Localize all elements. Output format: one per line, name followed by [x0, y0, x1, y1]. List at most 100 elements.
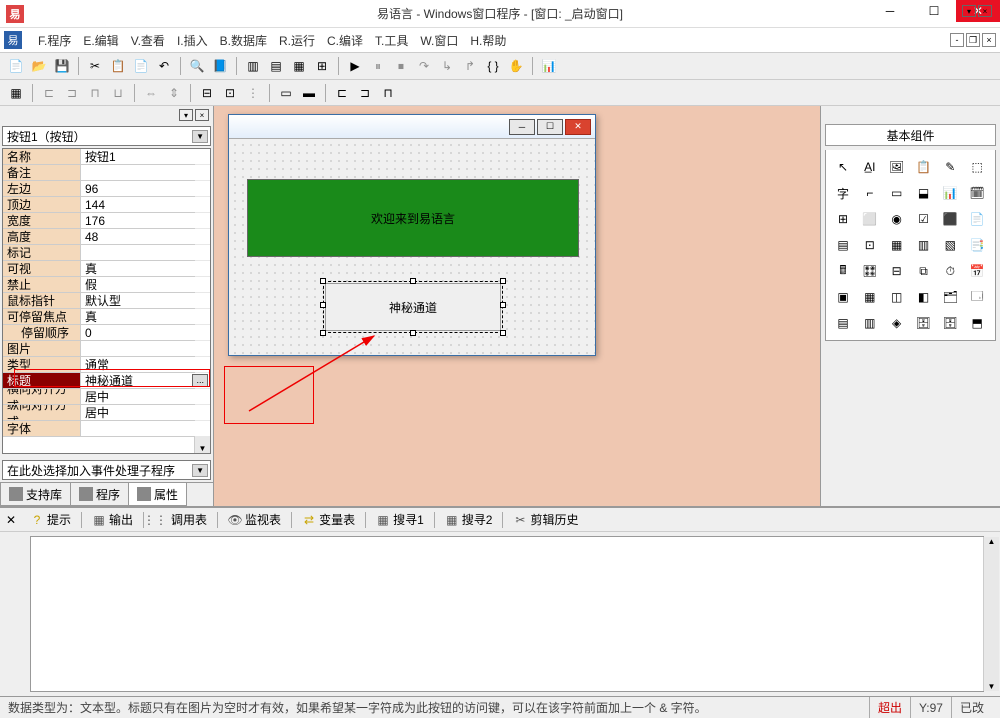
undo-icon[interactable]: ↶: [154, 56, 174, 76]
property-row[interactable]: 字体: [3, 421, 210, 437]
property-row[interactable]: 名称按钮1: [3, 149, 210, 165]
bottom-tab[interactable]: ?提示: [24, 509, 77, 530]
event-combo[interactable]: 在此处选择加入事件处理子程序: [2, 460, 211, 480]
bottom-tab[interactable]: ▦搜寻2: [439, 509, 499, 530]
component-item[interactable]: 📑: [966, 234, 988, 256]
component-item[interactable]: ⬚: [966, 156, 988, 178]
property-value[interactable]: 96: [81, 181, 210, 196]
component-item[interactable]: ▭: [886, 182, 908, 204]
component-item[interactable]: 🎛: [859, 260, 881, 282]
stepout-icon[interactable]: ↱: [460, 56, 480, 76]
component-item[interactable]: ◈: [886, 312, 908, 334]
stepover-icon[interactable]: ↷: [414, 56, 434, 76]
mdi-min[interactable]: -: [950, 33, 964, 47]
component-item[interactable]: ⬒: [966, 312, 988, 334]
align3-icon[interactable]: ⊓: [85, 83, 105, 103]
find-icon[interactable]: 🔍: [187, 56, 207, 76]
component-item[interactable]: 🗄: [913, 312, 935, 334]
sel-handle[interactable]: [500, 302, 506, 308]
component-item[interactable]: 📅: [966, 260, 988, 282]
sel-handle[interactable]: [320, 302, 326, 308]
property-value[interactable]: 0: [81, 325, 210, 340]
stop-icon[interactable]: ⏹: [391, 56, 411, 76]
property-row[interactable]: 鼠标指针默认型: [3, 293, 210, 309]
component-item[interactable]: ▣: [832, 286, 854, 308]
property-value[interactable]: [81, 245, 210, 260]
component-item[interactable]: 🗓: [966, 182, 988, 204]
panel3-icon[interactable]: ▦: [289, 56, 309, 76]
l3-icon[interactable]: ⊓: [378, 83, 398, 103]
menu-window[interactable]: W.窗口: [414, 32, 464, 49]
centerh-icon[interactable]: ⊟: [197, 83, 217, 103]
component-item[interactable]: 字: [832, 182, 854, 204]
property-row[interactable]: 标记: [3, 245, 210, 261]
property-value[interactable]: [81, 165, 210, 180]
grid-icon[interactable]: ▦: [6, 83, 26, 103]
minimize-button[interactable]: ─: [868, 0, 912, 22]
component-item[interactable]: 🖩: [832, 260, 854, 282]
component-item[interactable]: ↖: [832, 156, 854, 178]
menu-program[interactable]: F.程序: [32, 32, 77, 49]
new-icon[interactable]: 📄: [6, 56, 26, 76]
component-item[interactable]: ⊞: [832, 208, 854, 230]
property-grid[interactable]: 名称按钮1备注左边96顶边144宽度176高度48标记可视真禁止假鼠标指针默认型…: [2, 148, 211, 454]
save-icon[interactable]: 💾: [52, 56, 72, 76]
size1-icon[interactable]: ⇔: [141, 83, 161, 103]
design-window-body[interactable]: 欢迎来到易语言 神秘通道: [229, 139, 595, 355]
menu-database[interactable]: B.数据库: [214, 32, 273, 49]
bottom-tab[interactable]: ⋮⋮⋮调用表: [148, 509, 213, 530]
property-row[interactable]: 图片: [3, 341, 210, 357]
bottom-tab[interactable]: ▦搜寻1: [370, 509, 430, 530]
component-item[interactable]: ⬛: [939, 208, 961, 230]
menu-insert[interactable]: I.插入: [171, 32, 214, 49]
align2-icon[interactable]: ⊐: [62, 83, 82, 103]
left-tab[interactable]: 属性: [128, 483, 187, 506]
property-value[interactable]: 默认型: [81, 293, 210, 308]
component-item[interactable]: 🗂: [939, 286, 961, 308]
component-item[interactable]: A̲I: [859, 156, 881, 178]
object-combo[interactable]: 按钮1（按钮）: [2, 126, 211, 146]
property-value[interactable]: 真: [81, 261, 210, 276]
menu-compile[interactable]: C.编译: [321, 32, 369, 49]
panel4-icon[interactable]: ⊞: [312, 56, 332, 76]
book-icon[interactable]: 📘: [210, 56, 230, 76]
property-value[interactable]: 按钮1: [81, 149, 210, 164]
left-tab[interactable]: 支持库: [0, 483, 71, 506]
sel-handle[interactable]: [410, 330, 416, 336]
centerv-icon[interactable]: ⊡: [220, 83, 240, 103]
break-icon[interactable]: { }: [483, 56, 503, 76]
component-item[interactable]: ⊟: [886, 260, 908, 282]
property-value[interactable]: 假: [81, 277, 210, 292]
left-tab[interactable]: 程序: [70, 483, 129, 506]
chart-icon[interactable]: 📊: [539, 56, 559, 76]
stepin-icon[interactable]: ↳: [437, 56, 457, 76]
component-item[interactable]: ◧: [913, 286, 935, 308]
menu-run[interactable]: R.运行: [273, 32, 321, 49]
mdi-close[interactable]: ×: [982, 33, 996, 47]
bottom-tab[interactable]: ▦输出: [86, 509, 139, 530]
component-item[interactable]: ▤: [832, 234, 854, 256]
panel2-icon[interactable]: ▤: [266, 56, 286, 76]
bottom-tab[interactable]: ✂剪辑历史: [507, 509, 584, 530]
paste-icon[interactable]: 📄: [131, 56, 151, 76]
component-item[interactable]: 🗄: [939, 312, 961, 334]
panel-pin-icon[interactable]: ▾: [962, 5, 976, 17]
component-item[interactable]: 🖼: [886, 156, 908, 178]
sel-handle[interactable]: [500, 330, 506, 336]
component-item[interactable]: ▥: [913, 234, 935, 256]
maximize-button[interactable]: ☐: [912, 0, 956, 22]
property-value[interactable]: [81, 341, 210, 356]
menu-view[interactable]: V.查看: [125, 32, 171, 49]
design-window[interactable]: ─ ☐ ✕ 欢迎来到易语言 神秘通道: [228, 114, 596, 356]
property-row[interactable]: 类型通常: [3, 357, 210, 373]
bottom-close-icon[interactable]: ✕: [6, 513, 20, 527]
component-item[interactable]: ☑: [913, 208, 935, 230]
align1-icon[interactable]: ⊏: [39, 83, 59, 103]
property-row[interactable]: 可视真: [3, 261, 210, 277]
property-value[interactable]: 居中: [81, 389, 210, 404]
sel-handle[interactable]: [500, 278, 506, 284]
menu-tools[interactable]: T.工具: [369, 32, 414, 49]
copy-icon[interactable]: 📋: [108, 56, 128, 76]
mdi-max[interactable]: ❐: [966, 33, 980, 47]
property-row[interactable]: 标题神秘通道: [3, 373, 210, 389]
